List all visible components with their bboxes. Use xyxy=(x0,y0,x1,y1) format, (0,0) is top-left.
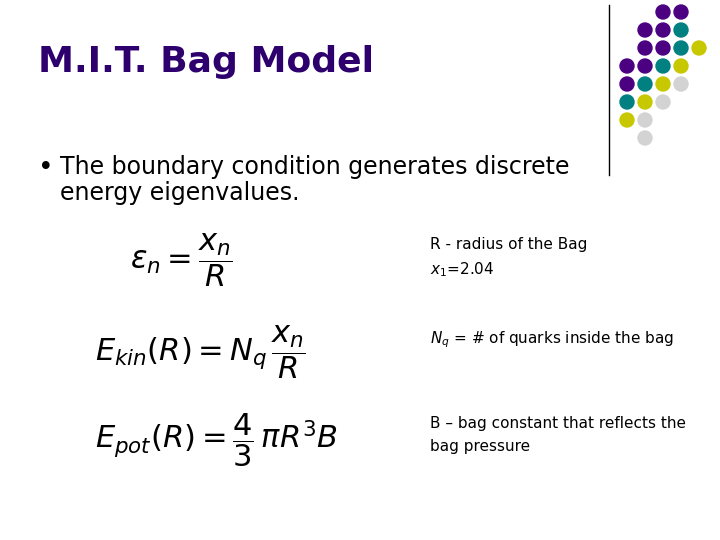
Text: $N_q$ = # of quarks inside the bag: $N_q$ = # of quarks inside the bag xyxy=(430,330,674,350)
Circle shape xyxy=(638,131,652,145)
Text: $\varepsilon_n = \dfrac{x_n}{R}$: $\varepsilon_n = \dfrac{x_n}{R}$ xyxy=(130,231,233,289)
Text: $E_{kin}(R) = N_q\,\dfrac{x_n}{R}$: $E_{kin}(R) = N_q\,\dfrac{x_n}{R}$ xyxy=(95,323,306,381)
Text: $x_1$=2.04: $x_1$=2.04 xyxy=(430,261,495,279)
Circle shape xyxy=(656,23,670,37)
Circle shape xyxy=(638,113,652,127)
Text: B – bag constant that reflects the
bag pressure: B – bag constant that reflects the bag p… xyxy=(430,416,686,454)
Circle shape xyxy=(656,77,670,91)
Circle shape xyxy=(638,41,652,55)
Circle shape xyxy=(638,59,652,73)
Circle shape xyxy=(674,23,688,37)
Circle shape xyxy=(656,59,670,73)
Circle shape xyxy=(638,23,652,37)
Circle shape xyxy=(674,41,688,55)
Circle shape xyxy=(674,59,688,73)
Circle shape xyxy=(656,95,670,109)
Text: $E_{pot}(R) = \dfrac{4}{3}\,\pi R^3 B$: $E_{pot}(R) = \dfrac{4}{3}\,\pi R^3 B$ xyxy=(95,411,338,469)
Text: The boundary condition generates discrete: The boundary condition generates discret… xyxy=(60,155,570,179)
Circle shape xyxy=(620,95,634,109)
Circle shape xyxy=(620,59,634,73)
Circle shape xyxy=(656,41,670,55)
Circle shape xyxy=(692,41,706,55)
Text: R - radius of the Bag: R - radius of the Bag xyxy=(430,238,588,253)
Circle shape xyxy=(674,77,688,91)
Circle shape xyxy=(656,5,670,19)
Circle shape xyxy=(638,95,652,109)
Circle shape xyxy=(674,5,688,19)
Circle shape xyxy=(638,77,652,91)
Text: M.I.T. Bag Model: M.I.T. Bag Model xyxy=(38,45,374,79)
Circle shape xyxy=(620,77,634,91)
Circle shape xyxy=(620,113,634,127)
Text: •: • xyxy=(38,155,53,181)
Text: energy eigenvalues.: energy eigenvalues. xyxy=(60,181,300,205)
